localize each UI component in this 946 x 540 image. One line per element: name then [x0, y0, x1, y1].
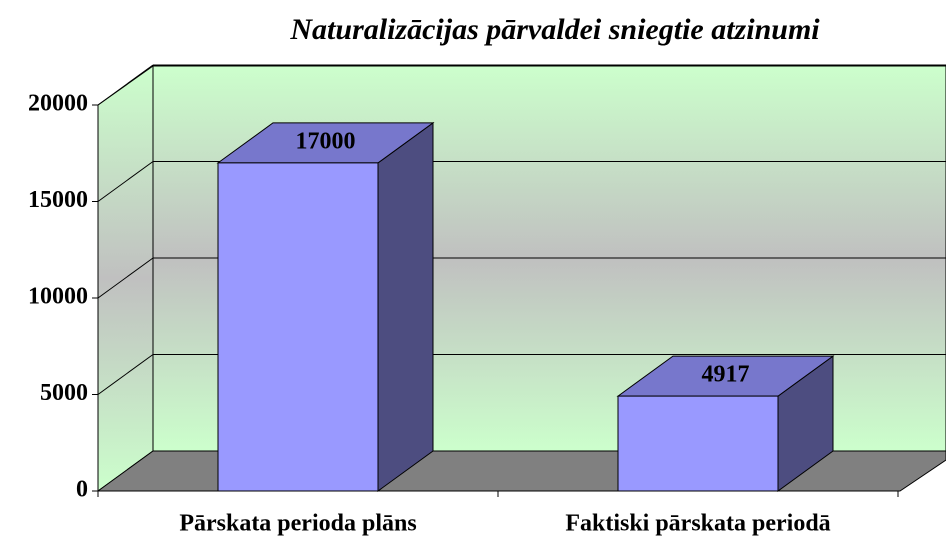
x-tick-label: Pārskata perioda plāns	[179, 511, 416, 537]
y-tick-label: 5000	[40, 380, 88, 406]
value-label: 17000	[296, 128, 356, 154]
y-tick-label: 20000	[28, 91, 88, 117]
y-tick-label: 10000	[28, 284, 88, 310]
x-tick-label: Faktiski pārskata periodā	[565, 511, 830, 537]
grid-diagonal	[97, 354, 154, 395]
grid-diagonal	[97, 161, 154, 202]
value-label: 4917	[702, 362, 750, 388]
bar	[617, 395, 779, 492]
chart-title: Naturalizācijas pārvaldei sniegtie atzin…	[289, 13, 820, 46]
grid-diagonal	[97, 257, 154, 299]
bar	[217, 162, 379, 492]
grid-diagonal	[97, 64, 154, 106]
y-tick-label: 0	[76, 477, 88, 503]
bar-side	[377, 121, 434, 492]
y-tick-label: 15000	[28, 187, 88, 213]
